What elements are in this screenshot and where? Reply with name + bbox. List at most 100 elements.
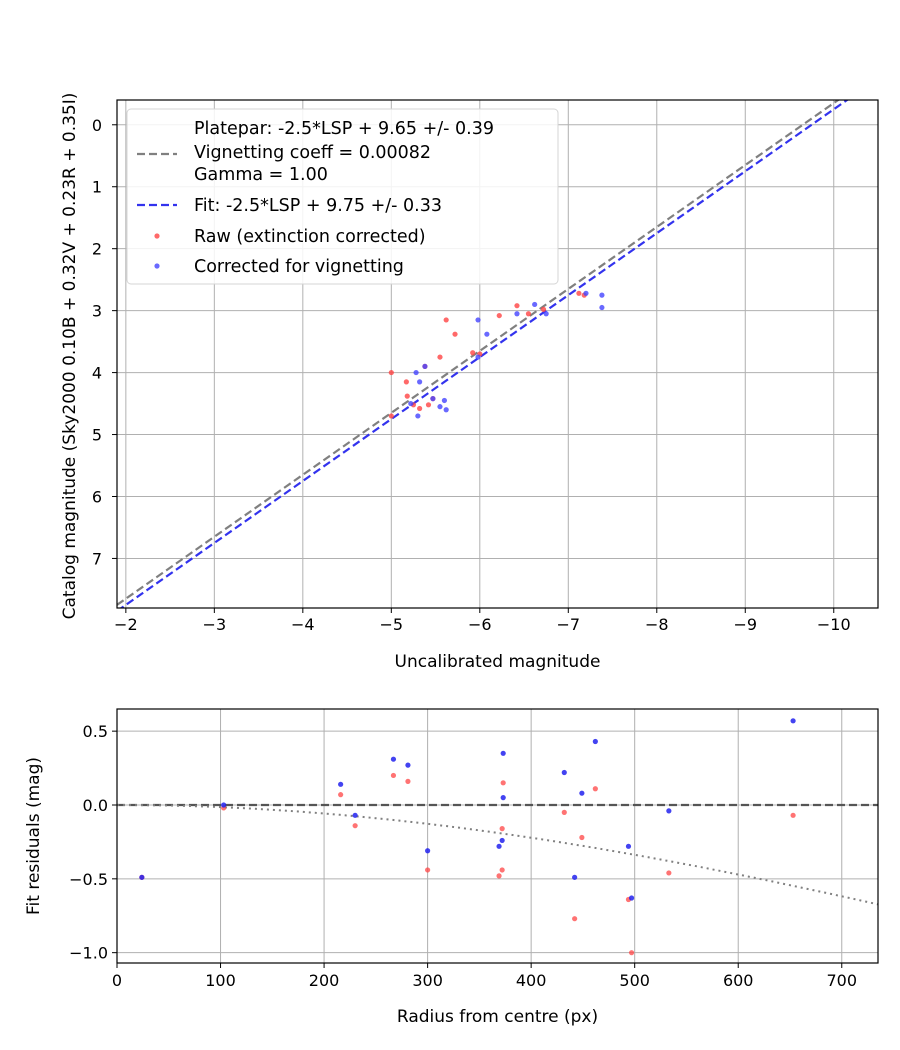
corrected-point [583, 290, 589, 296]
corrected-point [415, 413, 421, 419]
raw-point [452, 331, 458, 337]
raw-residual-point [405, 778, 411, 784]
y-axis-label: Catalog magnitude (Sky2000 0.10B + 0.32V… [60, 93, 80, 620]
y-axis-label: Fit residuals (mag) [24, 757, 44, 915]
x-tick-label: 400 [516, 971, 547, 990]
legend-corrected-swatch [154, 263, 160, 269]
raw-point [425, 402, 432, 408]
corrected-point [599, 292, 605, 298]
x-tick-label: −5 [380, 615, 404, 634]
fit-line-fit [119, 100, 849, 608]
magnitude-plot: −2 −3 −4 −5 −6 −7 −8 −9 −10 0 1 2 3 4 5 6 7 Platepar: -2.… [60, 93, 879, 672]
vignetting-curve [117, 804, 878, 906]
legend-entry: Platepar: -2.5*LSP + 9.65 +/- 0.39 [194, 119, 494, 139]
y-tick-label: 2 [92, 240, 102, 259]
corrected-point [475, 317, 481, 323]
x-tick-label: 0 [112, 971, 122, 990]
raw-point [443, 317, 449, 323]
x-tick-label: −8 [645, 615, 669, 634]
x-tick-label: −10 [817, 615, 851, 634]
raw-residual-point [790, 812, 796, 818]
x-tick-label: −3 [203, 615, 227, 634]
corrected-point [408, 400, 414, 407]
x-tick-label: −4 [291, 615, 315, 634]
y-tick-label: 1 [92, 178, 102, 197]
corrected-point [441, 397, 448, 404]
raw-point [514, 303, 520, 309]
y-tick-label: 6 [92, 487, 102, 506]
raw-point [388, 369, 394, 376]
legend-entry: Gamma = 1.00 [194, 165, 328, 185]
raw-point [388, 413, 394, 419]
raw-point [404, 393, 410, 399]
corrected-residual-point [628, 895, 635, 901]
x-tick-label: −6 [468, 615, 492, 634]
residuals-plot: 0 100 200 300 400 500 600 700 0.5 0.0 −0.5 −1.0 Radi… [24, 708, 879, 1027]
y-tick-label: 0.5 [83, 722, 108, 741]
corrected-residual-point [221, 802, 227, 808]
corrected-residual-point [425, 848, 431, 854]
x-tick-label: 500 [619, 971, 650, 990]
legend-entry: Vignetting coeff = 0.00082 [194, 143, 431, 163]
raw-residual-point [390, 772, 397, 779]
corrected-point [599, 304, 605, 311]
raw-point [470, 350, 476, 356]
legend-box [126, 108, 559, 285]
x-tick-label: 700 [826, 971, 857, 990]
corrected-residual-point [579, 790, 585, 796]
x-tick-label: 200 [309, 971, 340, 990]
corrected-point [413, 369, 419, 376]
legend: Platepar: -2.5*LSP + 9.65 +/- 0.39 Vignet… [126, 108, 559, 285]
legend-entry: Raw (extinction corrected) [194, 227, 426, 247]
plot-frame [116, 99, 879, 609]
y-tick-label: −0.5 [69, 870, 108, 889]
raw-residual-point [425, 867, 431, 873]
raw-residual-point [579, 834, 585, 841]
corrected-residual-point [625, 843, 632, 849]
raw-point [417, 405, 423, 412]
fit-line-platepar [117, 100, 841, 606]
corrected-point [543, 311, 549, 317]
corrected-residual-point [496, 843, 502, 849]
y-tick-label: −1.0 [69, 944, 108, 963]
x-tick-label: 100 [205, 971, 236, 990]
corrected-residual-point [572, 874, 578, 880]
raw-residual-point [666, 870, 672, 876]
y-tick-label: 4 [92, 364, 102, 383]
y-tick-label: 0 [92, 116, 102, 135]
x-tick-label: 600 [723, 971, 754, 990]
raw-residual-point [628, 950, 635, 956]
x-tick-label: −7 [556, 615, 580, 634]
corrected-residual-point [405, 762, 411, 768]
raw-point [496, 312, 502, 319]
corrected-residual-point [500, 795, 506, 801]
raw-point [525, 311, 532, 317]
raw-point [576, 290, 582, 296]
raw-residual-point [592, 786, 598, 792]
raw-residual-point [500, 780, 506, 786]
corrected-residual-point [352, 812, 358, 818]
corrected-residual-point [592, 738, 598, 745]
corrected-point [532, 301, 538, 308]
corrected-residual-point [500, 750, 506, 756]
corrected-point [443, 407, 449, 413]
raw-residual-point [496, 873, 502, 879]
corrected-residual-point [561, 769, 567, 776]
raw-residual-point [561, 809, 567, 815]
corrected-point [514, 311, 520, 317]
corrected-point [422, 363, 428, 369]
y-tick-label: 5 [92, 426, 102, 445]
y-tick-label: 3 [92, 302, 102, 321]
raw-point [437, 354, 443, 360]
corrected-residual-point [666, 808, 672, 814]
raw-residual-point [499, 826, 505, 832]
legend-entry: Fit: -2.5*LSP + 9.75 +/- 0.33 [194, 196, 442, 216]
y-tick-label: 7 [92, 549, 102, 568]
corrected-residual-point [390, 756, 397, 762]
corrected-residual-point [338, 781, 344, 787]
y-tick-label: 0.0 [83, 796, 108, 815]
legend-entry: Corrected for vignetting [194, 257, 404, 277]
corrected-point [437, 404, 443, 410]
x-axis-label: Uncalibrated magnitude [395, 652, 601, 672]
